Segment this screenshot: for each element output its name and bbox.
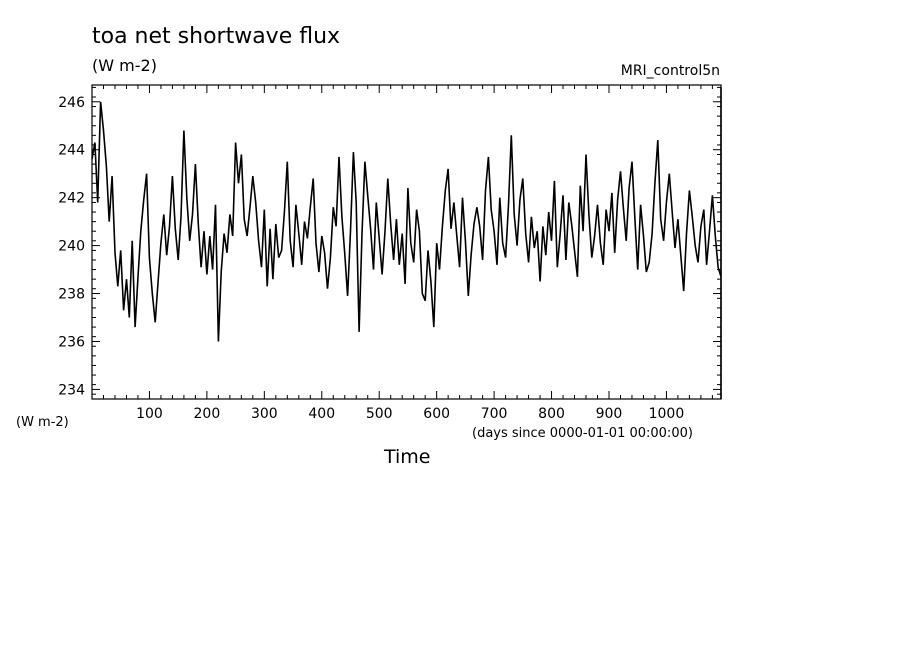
plot-frame xyxy=(91,84,722,400)
x-axis-label: Time xyxy=(384,446,431,468)
chart-title: toa net shortwave flux xyxy=(92,24,341,49)
series-line-0 xyxy=(91,87,722,399)
tick-label-layer: 100 200 300 400 500 600 700 800 900 1000 234 236 238… xyxy=(58,95,684,422)
y-tick-label: 238 xyxy=(58,287,85,303)
x-tick-label: 300 xyxy=(251,406,278,422)
y-axis-units: (W m-2) xyxy=(16,415,69,430)
x-tick-label: 800 xyxy=(538,406,565,422)
x-tick-label: 500 xyxy=(366,406,393,422)
tick-layer xyxy=(92,85,721,399)
series-layer xyxy=(91,87,722,399)
y-tick-label: 240 xyxy=(58,239,85,255)
x-tick-label: 900 xyxy=(596,406,623,422)
y-tick-label: 246 xyxy=(58,95,85,111)
y-tick-label: 242 xyxy=(58,191,85,207)
x-tick-label: 100 xyxy=(136,406,163,422)
x-axis-units: (days since 0000-01-01 00:00:00) xyxy=(472,426,693,441)
y-tick-label: 234 xyxy=(58,382,85,398)
chart-subtitle-units: (W m-2) xyxy=(92,56,157,75)
x-tick-label: 400 xyxy=(308,406,335,422)
dataset-label: MRI_control5n xyxy=(620,63,720,79)
x-tick-label: 1000 xyxy=(649,406,685,422)
y-tick-label: 236 xyxy=(58,334,85,350)
x-tick-label: 600 xyxy=(423,406,450,422)
x-tick-label: 700 xyxy=(481,406,508,422)
x-tick-label: 200 xyxy=(194,406,221,422)
y-tick-label: 244 xyxy=(58,143,85,159)
